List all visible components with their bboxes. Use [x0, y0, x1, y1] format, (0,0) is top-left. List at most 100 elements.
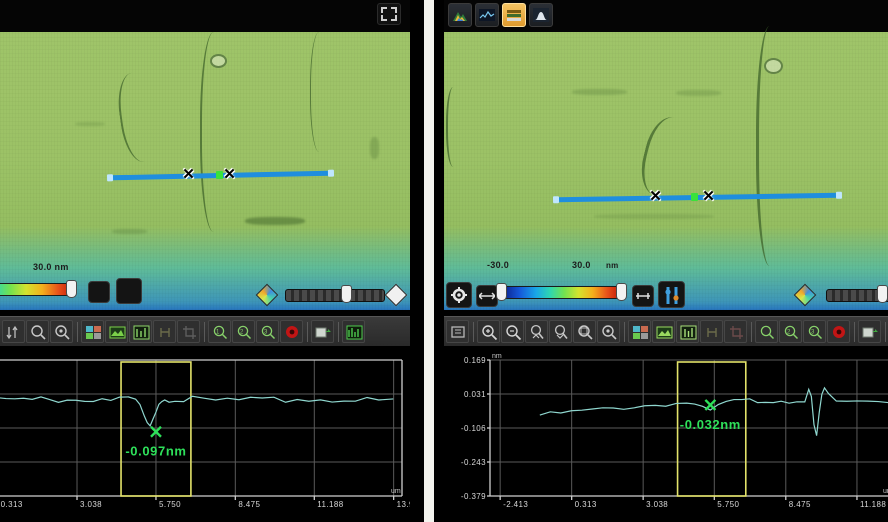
scan-canvas-right[interactable]: ✕ ✕ -30.0 30.0 nm [444, 26, 888, 310]
svg-text:-2.413: -2.413 [503, 500, 528, 509]
landscape-icon[interactable] [652, 320, 675, 343]
colorbar-levels-button[interactable] [116, 278, 142, 304]
opacity-slider-handle[interactable] [877, 285, 888, 303]
colorbar-max-label: 30.0 [572, 260, 591, 270]
topography-view-icon[interactable] [448, 3, 472, 27]
layers-view-icon[interactable] [502, 3, 526, 27]
ruler-icon[interactable] [700, 320, 723, 343]
opacity-slider-left[interactable] [285, 289, 385, 302]
gradient-diamond-icon[interactable] [793, 283, 817, 307]
gradient-diamond-icon[interactable] [255, 283, 279, 307]
colorbar-range-button[interactable] [632, 285, 654, 307]
measure-point[interactable] [691, 193, 698, 201]
colorbar-levels-button[interactable] [658, 281, 685, 308]
measure-marker-end[interactable]: ✕ [702, 188, 715, 205]
colorbar-range-button[interactable] [88, 281, 110, 303]
crop-icon[interactable] [724, 320, 747, 343]
colorbar-max-handle[interactable] [616, 283, 627, 301]
svg-text:3.038: 3.038 [80, 500, 102, 509]
svg-text:um: um [391, 488, 401, 495]
window-split-bar[interactable] [424, 0, 434, 522]
measure-marker-end[interactable]: ✕ [223, 166, 236, 183]
histogram-view-icon[interactable] [529, 3, 553, 27]
zoom-in-icon[interactable] [477, 320, 500, 343]
surface-blotch [572, 89, 627, 95]
colorbar-max-label: 30.0 nm [33, 262, 69, 272]
chart-svg-right: 0.169 0.031 -0.106 -0.243 -0.379 -2.413 0.313 3… [461, 353, 888, 509]
bottom-toolbar-left[interactable]: 1 2 3 [0, 316, 410, 346]
svg-text:11.188: 11.188 [317, 500, 343, 509]
multi-image-icon[interactable] [81, 320, 104, 343]
settings-gear-icon[interactable] [446, 282, 472, 308]
zoom-reset-icon[interactable] [525, 320, 548, 343]
image-topbar-left [0, 0, 410, 32]
measure-a-icon[interactable] [755, 320, 778, 343]
scan-canvas-left[interactable]: ✕ ✕ 30.0 nm [0, 32, 410, 310]
svg-text:-0.097nm: -0.097nm [125, 444, 186, 459]
record-icon[interactable] [827, 320, 850, 343]
record-icon[interactable] [280, 320, 303, 343]
bottom-toolbar-right[interactable]: 2 3 [444, 316, 888, 346]
zoom-fit-icon[interactable] [549, 320, 572, 343]
view-mode-toolbar[interactable] [448, 3, 553, 27]
landscape-icon[interactable] [105, 320, 128, 343]
measure-point[interactable] [216, 171, 223, 179]
svg-text:11.188: 11.188 [860, 500, 886, 509]
scan-image-area-right[interactable]: ✕ ✕ -30.0 30.0 nm [444, 0, 888, 310]
zoom-point-icon[interactable] [50, 320, 73, 343]
svg-text:2: 2 [787, 330, 791, 336]
line-profile-chart-left[interactable]: 0.3133.0385.7508.47511.18813.913nmum-0.0… [0, 346, 410, 522]
analyze-icon[interactable] [342, 320, 365, 343]
multi-image-icon[interactable] [628, 320, 651, 343]
svg-text:0.031: 0.031 [464, 390, 486, 399]
measure-c-icon[interactable]: 3 [803, 320, 826, 343]
measure-b-icon[interactable]: 2 [779, 320, 802, 343]
colorbar-min-handle[interactable] [496, 283, 507, 301]
zoom-region-icon[interactable] [26, 320, 49, 343]
measure-marker-start[interactable]: ✕ [649, 188, 662, 205]
colorbar-gradient-left[interactable] [0, 283, 75, 296]
svg-text:-0.243: -0.243 [461, 458, 486, 467]
surface-crack [756, 26, 786, 266]
svg-text:1: 1 [216, 330, 220, 336]
crop-icon[interactable] [177, 320, 200, 343]
svg-text:-0.032nm: -0.032nm [680, 417, 741, 432]
line-profile-chart-right[interactable]: 0.169 0.031 -0.106 -0.243 -0.379 -2.413 0.313 3… [444, 346, 888, 522]
toolbar-separator [307, 321, 308, 342]
profile-icon[interactable] [129, 320, 152, 343]
profile-icon[interactable] [676, 320, 699, 343]
surface-blotch [676, 90, 721, 96]
colorbar-strip-right: -30.0 30.0 nm [444, 256, 888, 310]
measure-c-icon[interactable]: 3 [256, 320, 279, 343]
measure-a-icon[interactable]: 1 [208, 320, 231, 343]
colorbar-gradient-right[interactable] [502, 286, 622, 299]
toolbar-separator [338, 321, 339, 342]
fit-range-button[interactable] [476, 285, 498, 307]
flatten-diamond-icon[interactable] [384, 283, 408, 307]
opacity-slider-handle[interactable] [341, 285, 352, 303]
panel-left: ✕ ✕ 30.0 nm [0, 0, 410, 522]
svg-text:13.913: 13.913 [397, 500, 410, 509]
measure-marker-start[interactable]: ✕ [182, 166, 195, 183]
svg-text:nm: nm [492, 353, 502, 360]
svg-text:3.038: 3.038 [646, 500, 668, 509]
zoom-region-icon[interactable] [573, 320, 596, 343]
line-profile-view-icon[interactable] [475, 3, 499, 27]
export-icon[interactable] [858, 320, 881, 343]
chart-svg-left: 0.3133.0385.7508.47511.18813.913nmum-0.0… [0, 359, 410, 509]
surface-blotch [75, 122, 105, 126]
svg-text:0.169: 0.169 [464, 356, 486, 365]
expand-icon[interactable] [377, 3, 401, 25]
ruler-icon[interactable] [153, 320, 176, 343]
zoom-point-icon[interactable] [597, 320, 620, 343]
fit-window-icon[interactable] [446, 320, 469, 343]
surface-blotch [245, 217, 305, 225]
opacity-slider-right[interactable] [826, 289, 888, 302]
measure-b-icon[interactable]: 2 [232, 320, 255, 343]
sort-icon[interactable] [2, 320, 25, 343]
zoom-out-icon[interactable] [501, 320, 524, 343]
colorbar-max-handle[interactable] [66, 280, 77, 298]
scan-image-area-left[interactable]: ✕ ✕ 30.0 nm [0, 0, 410, 310]
export-icon[interactable] [311, 320, 334, 343]
toolbar-separator [885, 321, 886, 342]
